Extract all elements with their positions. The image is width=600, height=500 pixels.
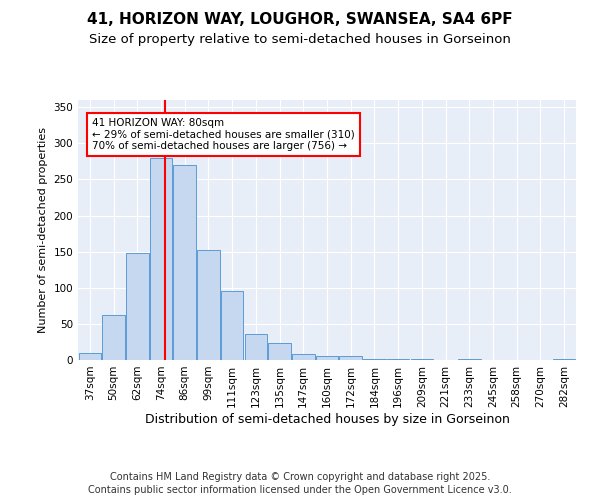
Bar xyxy=(221,292,244,360)
Bar xyxy=(340,356,362,360)
Bar xyxy=(292,354,314,360)
Text: Contains public sector information licensed under the Open Government Licence v3: Contains public sector information licen… xyxy=(88,485,512,495)
Bar xyxy=(553,358,575,360)
Text: 41 HORIZON WAY: 80sqm
← 29% of semi-detached houses are smaller (310)
70% of sem: 41 HORIZON WAY: 80sqm ← 29% of semi-deta… xyxy=(92,118,355,152)
X-axis label: Distribution of semi-detached houses by size in Gorseinon: Distribution of semi-detached houses by … xyxy=(145,412,509,426)
Text: 41, HORIZON WAY, LOUGHOR, SWANSEA, SA4 6PF: 41, HORIZON WAY, LOUGHOR, SWANSEA, SA4 6… xyxy=(87,12,513,28)
Bar xyxy=(197,250,220,360)
Bar xyxy=(79,353,101,360)
Bar xyxy=(245,334,267,360)
Bar xyxy=(150,158,172,360)
Text: Size of property relative to semi-detached houses in Gorseinon: Size of property relative to semi-detach… xyxy=(89,32,511,46)
Y-axis label: Number of semi-detached properties: Number of semi-detached properties xyxy=(38,127,48,333)
Bar xyxy=(316,356,338,360)
Bar xyxy=(126,253,149,360)
Bar xyxy=(103,314,125,360)
Bar xyxy=(363,358,386,360)
Bar xyxy=(387,358,409,360)
Text: Contains HM Land Registry data © Crown copyright and database right 2025.: Contains HM Land Registry data © Crown c… xyxy=(110,472,490,482)
Bar xyxy=(173,165,196,360)
Bar xyxy=(268,344,291,360)
